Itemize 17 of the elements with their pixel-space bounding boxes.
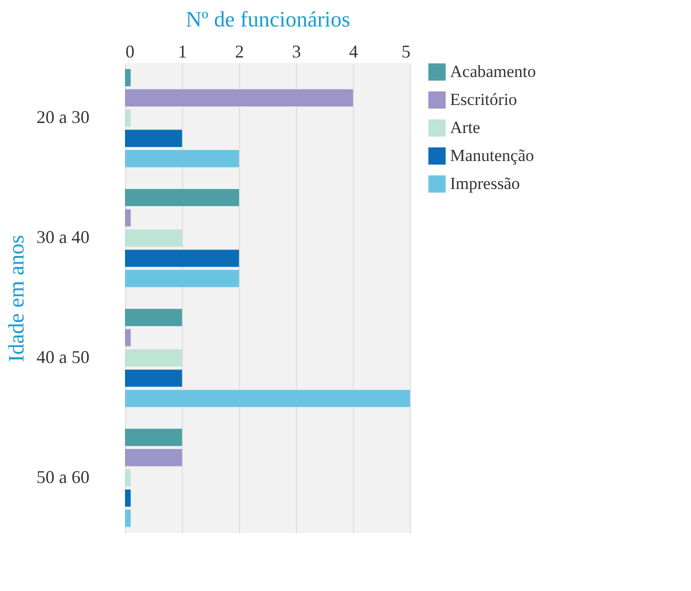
legend-label: Impressão: [450, 174, 520, 193]
x-tick-label: 2: [235, 42, 244, 62]
y-tick-label: 40 a 50: [36, 346, 90, 367]
x-tick-label: 0: [126, 42, 134, 62]
legend-label: Manutenção: [450, 146, 534, 165]
legend-label: Arte: [450, 118, 480, 137]
x-tick-label: 4: [349, 42, 358, 62]
legend-label: Escritório: [450, 90, 518, 109]
x-tick-label: 5: [402, 42, 410, 62]
x-tick-label: 3: [292, 42, 301, 62]
y-tick-label: 50 a 60: [36, 466, 90, 487]
x-axis-title: Nº de funcionários: [186, 6, 350, 32]
x-tick-label: 1: [178, 42, 187, 62]
y-tick-label: 20 a 30: [36, 107, 90, 128]
legend-label: Acabamento: [450, 62, 536, 81]
y-tick-label: 30 a 40: [36, 227, 90, 248]
y-axis-title: Idade em anos: [4, 234, 29, 362]
